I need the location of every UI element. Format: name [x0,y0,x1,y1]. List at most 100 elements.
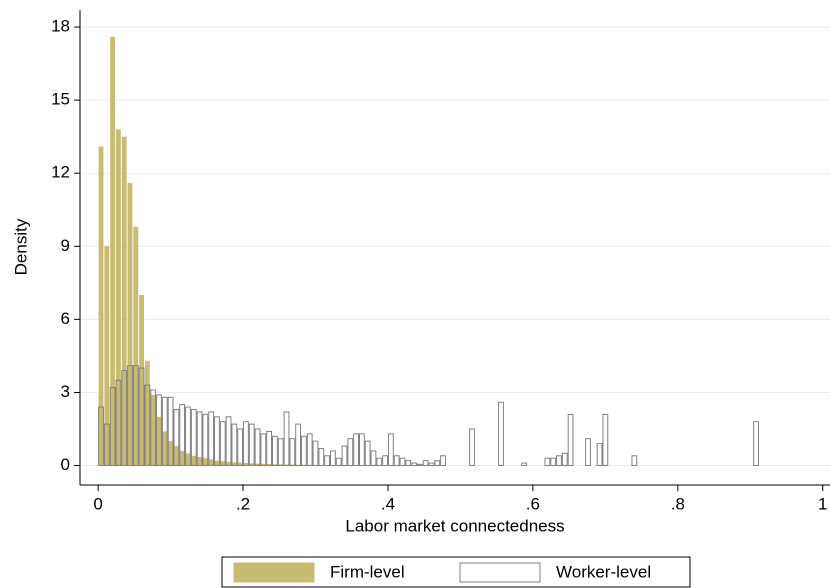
histogram-bar [631,455,638,467]
histogram-bar [179,450,185,466]
histogram-bar [185,453,191,466]
histogram-bar [585,438,591,467]
histogram-bar [237,428,244,467]
histogram-bar [255,463,260,466]
histogram-bar [278,464,284,466]
histogram-bar [353,433,359,467]
y-tick-label: 15 [51,90,70,109]
histogram-bar [324,455,331,467]
histogram-bar [127,365,133,467]
histogram-bar [370,450,377,467]
histogram-bar [399,457,406,467]
histogram-bar [254,428,261,467]
histogram-bar [121,136,127,466]
histogram-bar [208,459,214,466]
y-tick-label: 12 [51,163,70,182]
histogram-bar [405,460,412,467]
histogram-bar [144,384,151,467]
histogram-bar [190,408,197,467]
histogram-bar [393,455,400,467]
histogram-bar [179,404,186,467]
histogram-bar [440,455,446,467]
histogram-bar [347,438,354,467]
histogram-bar [133,226,139,466]
histogram-bar [556,455,562,467]
histogram-bar [167,396,174,467]
histogram-bar [260,433,267,467]
histogram-bar [191,455,197,466]
histogram-bar [226,461,231,466]
histogram-bar [208,411,215,467]
histogram-bar [411,462,417,467]
histogram-bar [521,462,528,467]
histogram-bar [138,367,145,467]
histogram-bar [185,406,191,467]
histogram-bar [231,462,237,466]
histogram-bar [214,416,220,467]
histogram-bar [161,396,168,467]
x-tick-label: .6 [526,494,540,513]
histogram-bar [260,463,266,466]
histogram-bar [231,423,238,467]
y-tick-label: 18 [51,17,70,36]
histogram-bar [156,416,162,466]
histogram-bar [196,411,203,467]
histogram-bar [109,387,116,467]
histogram-bar [602,413,609,467]
legend-swatch [233,562,315,583]
x-tick-label: .8 [671,494,685,513]
histogram-bar [318,447,325,467]
histogram-bar [753,421,759,467]
histogram-bar [416,463,423,467]
histogram-bar [335,457,342,467]
histogram-bar [567,413,574,467]
histogram-bar [115,379,122,467]
y-tick-label: 0 [61,455,70,474]
histogram-bar [116,129,121,466]
histogram-bar [121,370,128,467]
y-tick-label: 9 [61,236,70,255]
histogram-bar [382,455,388,467]
histogram-bar [202,413,209,467]
histogram-bar [330,450,336,467]
histogram-bar [202,458,208,466]
histogram-bar [132,365,139,467]
histogram-bar [162,431,168,466]
histogram-bar [289,438,296,467]
histogram-bar [544,457,551,467]
histogram-bar [498,401,504,467]
histogram-bar [272,435,278,467]
x-axis-label: Labor market connectedness [345,516,564,535]
histogram-bar [214,460,220,466]
histogram-bar [103,423,110,467]
histogram-bar [237,462,243,466]
histogram-bar [243,463,249,466]
histogram-bar [219,421,226,467]
histogram-bar [156,394,162,467]
histogram-bar [173,408,180,467]
histogram-bar [376,457,383,467]
histogram-bar [249,463,255,466]
histogram-bar [341,445,348,467]
histogram-bar [173,446,179,466]
histogram-bar [550,457,557,467]
histogram-bar [127,182,133,466]
histogram-bar [104,246,110,466]
histogram-bar [248,423,255,467]
histogram-bar [197,456,202,466]
histogram-bar [225,416,232,467]
histogram-bar [272,464,278,466]
histogram-bar [283,411,290,467]
histogram-bar [168,441,173,466]
histogram-bar [144,360,150,466]
histogram-bar [98,146,104,466]
histogram-bar [150,389,157,467]
y-tick-label: 6 [61,309,70,328]
histogram-bar [596,443,603,467]
histogram-bar [306,433,313,467]
legend-label: Firm-level [330,562,405,581]
x-tick-label: .2 [236,494,250,513]
histogram-bar [428,462,435,467]
histogram-bar [266,464,272,466]
